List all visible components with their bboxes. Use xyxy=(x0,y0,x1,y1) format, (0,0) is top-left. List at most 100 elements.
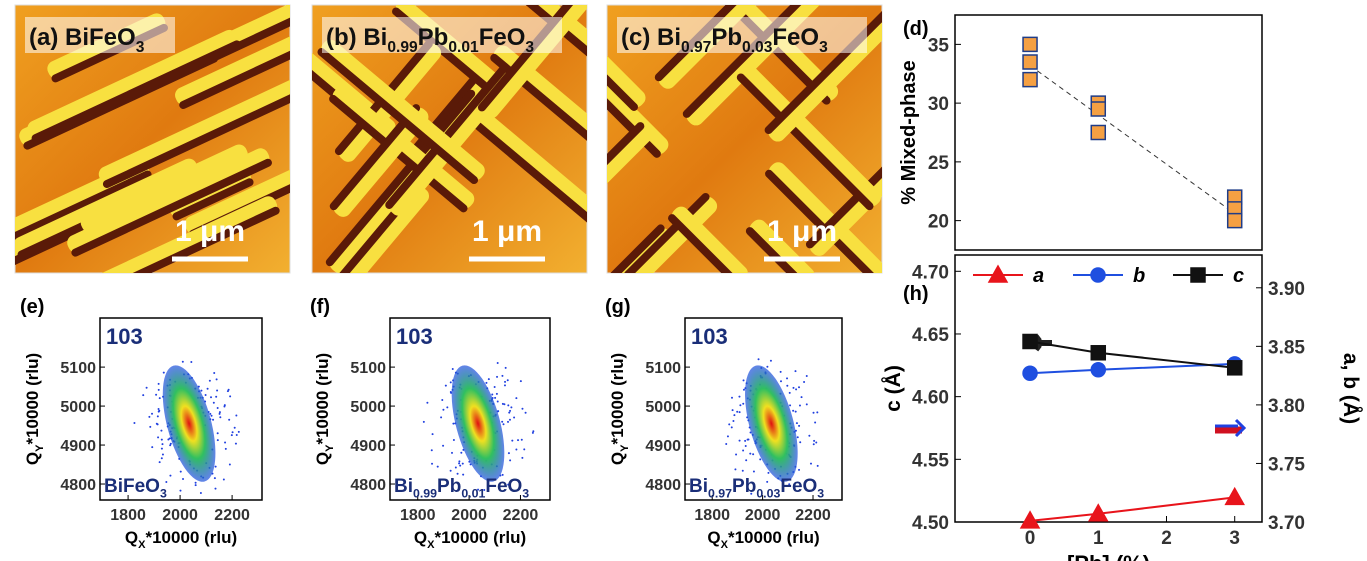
intensity-dot xyxy=(521,407,524,410)
axis-arrow-right-head xyxy=(1215,418,1247,438)
text-part: *10000 (rlu) xyxy=(728,528,820,547)
intensity-dot xyxy=(449,381,452,384)
domain-bright xyxy=(768,162,882,273)
intensity-dot xyxy=(508,411,511,414)
intensity-dot xyxy=(454,466,457,469)
domain-dark xyxy=(805,158,882,249)
intensity-dot xyxy=(458,460,461,463)
legend-marker xyxy=(1090,267,1106,283)
x-tick-label: 2200 xyxy=(795,507,831,524)
intensity-dot xyxy=(725,443,728,446)
intensity-dot xyxy=(450,451,453,454)
sample-label: Bi0.99Pb0.01FeO3 xyxy=(394,476,529,501)
y-tick-label: 35 xyxy=(928,35,950,56)
marker xyxy=(1022,333,1038,350)
subscript: 3 xyxy=(136,39,145,56)
y-tick-label: 5000 xyxy=(645,399,681,416)
intensity-dot xyxy=(194,481,197,484)
intensity-dot xyxy=(815,441,818,444)
x-tick-label: 1800 xyxy=(400,507,436,524)
intensity-dot xyxy=(504,380,507,383)
intensity-dot xyxy=(501,402,504,405)
intensity-dot xyxy=(757,358,760,361)
subscript: 0.99 xyxy=(387,39,418,56)
domain-bright xyxy=(321,39,485,181)
intensity-dot xyxy=(752,470,755,473)
intensity-dot xyxy=(491,393,494,396)
subscript: 3 xyxy=(160,487,167,501)
intensity-dot xyxy=(216,406,219,409)
intensity-dot xyxy=(133,421,136,424)
intensity-dot xyxy=(179,470,182,473)
text-part: *10000 (rlu) xyxy=(145,528,237,547)
text-part: Pb xyxy=(418,24,449,51)
x-tick-label: 1800 xyxy=(110,507,146,524)
intensity-dot xyxy=(204,394,207,397)
intensity-dot xyxy=(798,386,801,389)
intensity-dot xyxy=(792,409,795,412)
intensity-dot xyxy=(742,449,745,452)
intensity-dot xyxy=(212,401,215,404)
intensity-dot xyxy=(182,478,185,481)
domain-dark xyxy=(607,224,665,273)
intensity-dot xyxy=(795,388,798,391)
legend-label: a xyxy=(1033,265,1044,287)
intensity-dot xyxy=(531,431,534,434)
y-tick-label: 5100 xyxy=(645,360,681,377)
intensity-dot xyxy=(521,456,524,459)
subscript: Y xyxy=(324,444,336,452)
domain-dark xyxy=(668,214,741,273)
intensity-dot xyxy=(752,453,755,456)
intensity-dot xyxy=(167,438,170,441)
intensity-dot xyxy=(215,378,218,381)
marker xyxy=(1090,345,1107,361)
intensity-dot xyxy=(510,406,513,409)
intensity-dot xyxy=(515,397,518,400)
domain-bright xyxy=(27,29,239,139)
label-bg xyxy=(617,17,867,53)
marker xyxy=(1022,54,1038,70)
intensity-dot xyxy=(497,410,500,413)
domain-dark xyxy=(607,122,645,208)
label-bg xyxy=(25,17,175,53)
intensity-dot xyxy=(798,468,801,471)
intensity-dot xyxy=(494,396,497,399)
intensity-dot xyxy=(532,430,535,433)
subscript: 0.97 xyxy=(681,39,711,56)
y2-tick-label: 3.90 xyxy=(1268,279,1305,300)
intensity-dot xyxy=(156,415,159,418)
domain-bright xyxy=(749,219,815,273)
intensity-dot xyxy=(169,474,172,477)
intensity-dot xyxy=(426,401,429,404)
y-tick-label: 4.55 xyxy=(912,450,949,471)
panel-label: (a) BiFeO3 xyxy=(29,24,145,56)
intensity-dot xyxy=(507,452,510,455)
intensity-dot xyxy=(739,404,742,407)
plot-frame xyxy=(99,317,263,501)
intensity-dot xyxy=(728,423,731,426)
domain-bright xyxy=(175,34,290,105)
intensity-dot xyxy=(158,397,161,400)
intensity-dot xyxy=(216,389,219,392)
text-part: Q xyxy=(414,528,427,547)
domain-dark xyxy=(172,178,254,221)
intensity-dot xyxy=(816,464,819,467)
text-part: Q xyxy=(313,452,332,465)
intensity-dot xyxy=(224,441,227,444)
intensity-dot xyxy=(812,443,815,446)
domain-bright xyxy=(323,186,430,273)
intensity-dot xyxy=(509,459,512,462)
x-tick-label: 1800 xyxy=(694,507,730,524)
intensity-dot xyxy=(442,444,445,447)
domain-bright xyxy=(80,144,248,233)
intensity-dot xyxy=(149,425,152,428)
domain-dark xyxy=(71,158,272,257)
intensity-dot xyxy=(226,390,229,393)
intensity-dot xyxy=(223,405,226,408)
intensity-dot xyxy=(181,360,184,363)
subscript: X xyxy=(427,539,435,551)
intensity-dot xyxy=(200,389,203,392)
intensity-dot xyxy=(199,491,202,494)
domain-dark xyxy=(179,45,290,109)
x-tick-label: 2000 xyxy=(162,507,198,524)
